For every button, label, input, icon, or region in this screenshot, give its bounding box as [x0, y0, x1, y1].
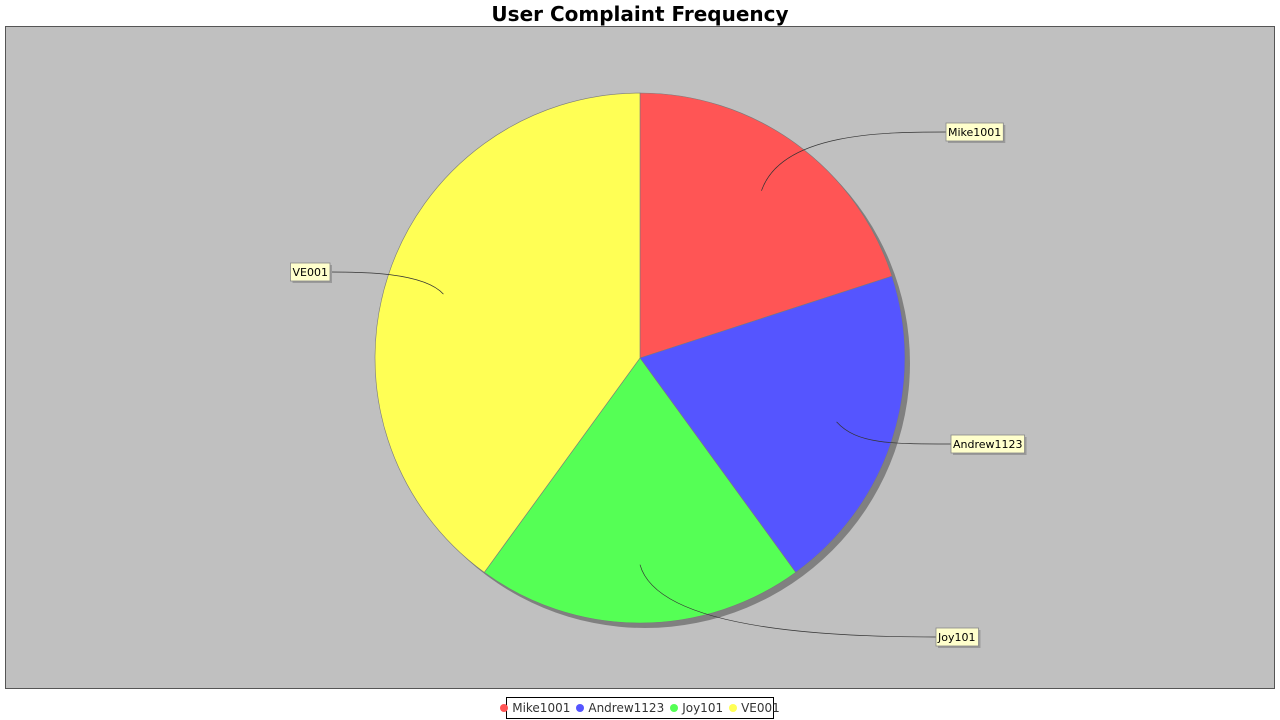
slice-label-text: VE001 [293, 266, 328, 279]
pie-slice-mike1001 [639, 92, 893, 359]
slice-label-text: Joy101 [937, 631, 975, 644]
legend-label: Andrew1123 [588, 701, 665, 715]
leader-line-andrew1123 [836, 421, 952, 445]
legend-swatch [576, 704, 585, 712]
legend-item-ve001: VE001 [729, 701, 780, 715]
legend-label: VE001 [741, 701, 780, 715]
legend-label: Mike1001 [512, 701, 571, 715]
legend-swatch [729, 704, 738, 712]
legend-swatch [670, 704, 679, 712]
slice-label-andrew1123: Andrew1123 [950, 434, 1027, 455]
leader-line-mike1001 [761, 131, 947, 191]
legend-item-andrew1123: Andrew1123 [576, 701, 664, 715]
slice-label-text: Andrew1123 [953, 438, 1023, 451]
legend-item-mike1001: Mike1001 [500, 701, 570, 715]
legend-swatch [500, 704, 509, 712]
chart-title: User Complaint Frequency [491, 2, 789, 26]
legend-item-joy101: Joy101 [670, 701, 723, 715]
pie-slice-joy101 [483, 357, 797, 624]
pie-slice-andrew1123 [639, 275, 906, 573]
slice-label-mike1001: Mike1001 [945, 122, 1006, 143]
legend-label: Joy101 [682, 701, 724, 715]
legend: Mike1001 Andrew1123 Joy101 VE001 [500, 697, 780, 719]
leader-line-ve001 [329, 271, 444, 295]
slice-label-ve001: VE001 [290, 262, 332, 283]
slice-label-text: Mike1001 [948, 126, 1001, 139]
slice-label-joy101: Joy101 [935, 627, 981, 648]
pie-slice-ve001 [374, 92, 641, 573]
